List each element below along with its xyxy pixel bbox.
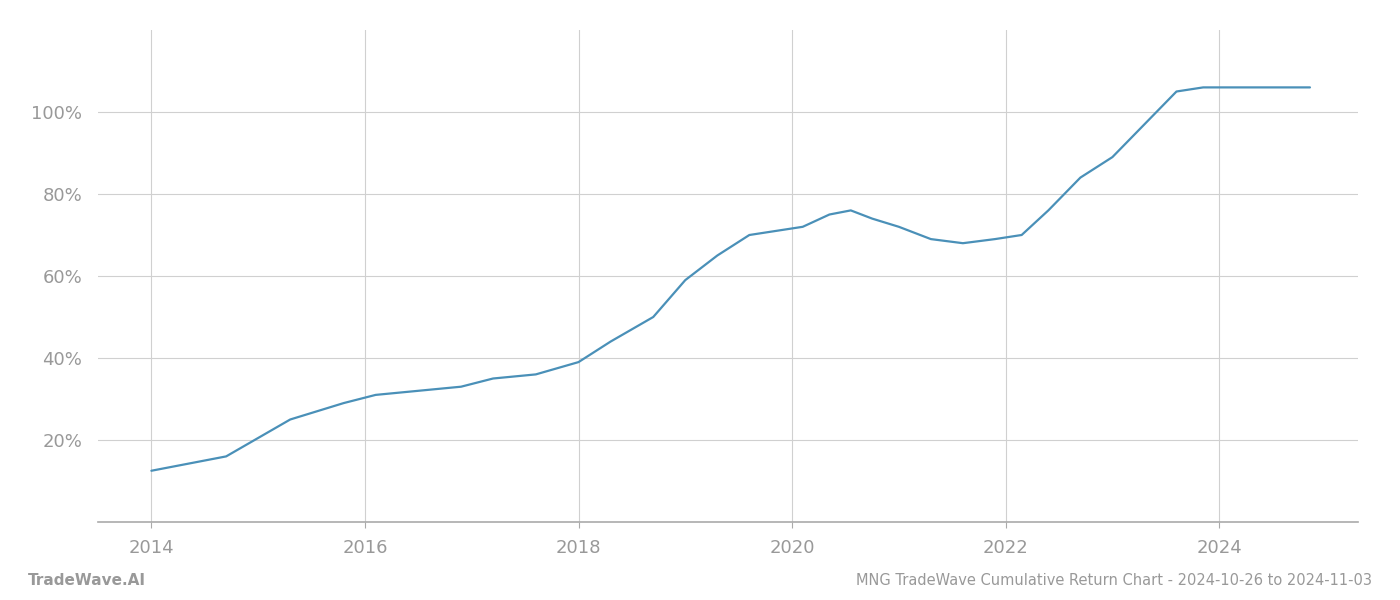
Text: MNG TradeWave Cumulative Return Chart - 2024-10-26 to 2024-11-03: MNG TradeWave Cumulative Return Chart - … — [855, 573, 1372, 588]
Text: TradeWave.AI: TradeWave.AI — [28, 573, 146, 588]
